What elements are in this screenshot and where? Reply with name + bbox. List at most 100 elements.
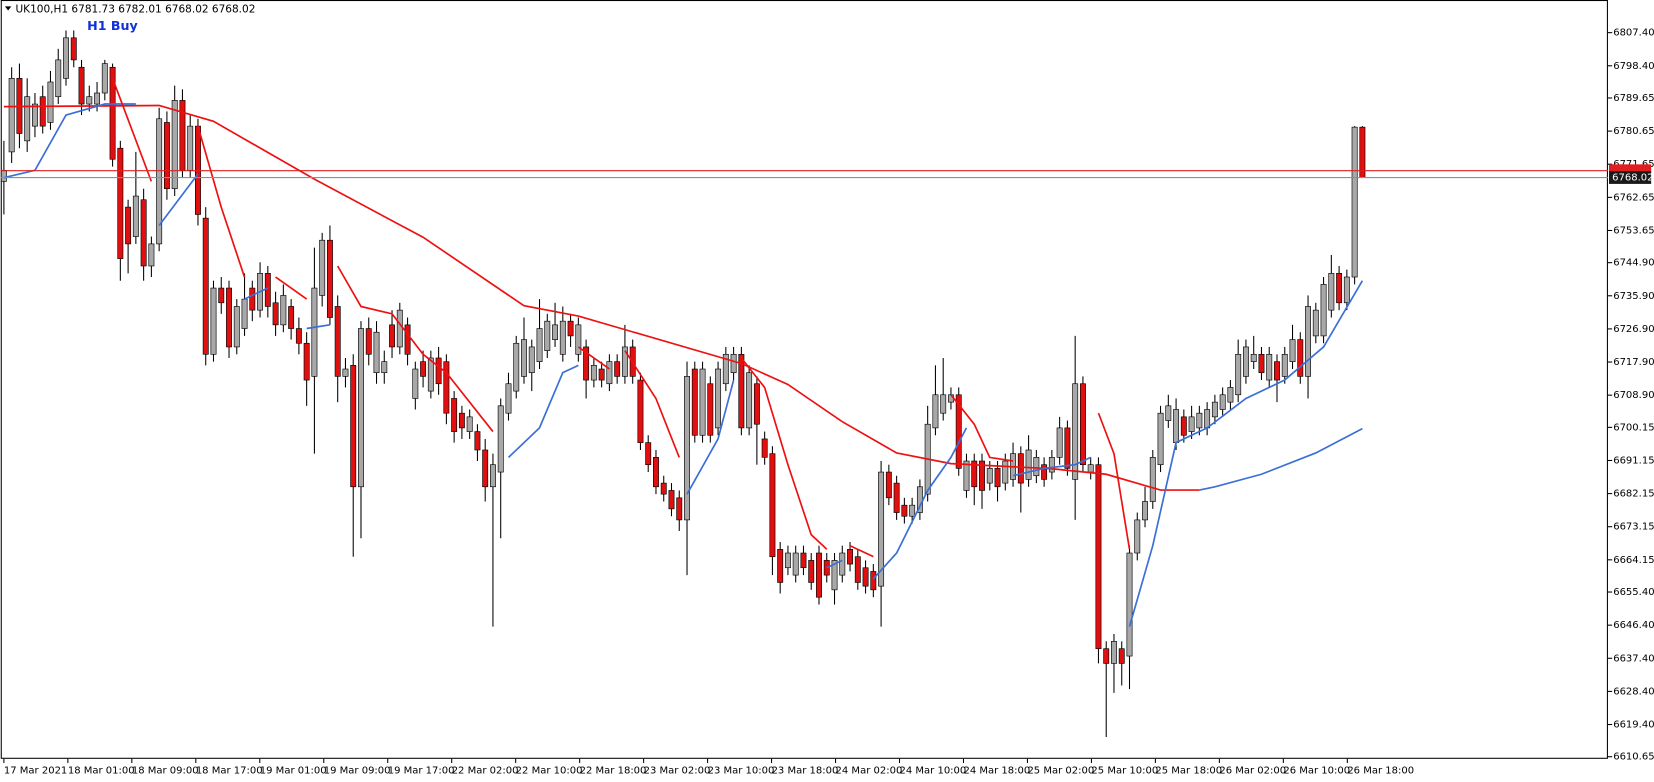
candle-body	[1002, 460, 1009, 484]
candle-body	[753, 383, 760, 425]
indicator-line	[577, 346, 610, 370]
y-tick-label: 6780.65	[1613, 126, 1654, 137]
candle-body	[722, 353, 729, 385]
candle-body	[125, 206, 132, 245]
candle-body	[614, 361, 621, 377]
candle-body	[1219, 394, 1226, 410]
candle-body	[1041, 464, 1048, 480]
y-tick-label: 6708.90	[1613, 390, 1654, 401]
candle-body	[466, 416, 473, 432]
candle-body	[552, 324, 559, 340]
candle-body	[1281, 353, 1288, 377]
candle-body	[684, 376, 690, 521]
y-tick-label: 6646.40	[1613, 620, 1654, 631]
candle-body	[412, 368, 419, 399]
candle-body	[808, 560, 815, 583]
symbol-header: UK100,H1 6781.73 6782.01 6768.02 6768.02	[15, 3, 255, 15]
candle-body	[326, 239, 333, 318]
x-tick-label: 18 Mar 01:00	[68, 765, 135, 776]
candle-body	[1072, 383, 1079, 480]
y-tick-label: 6798.40	[1613, 61, 1654, 72]
candle-body	[389, 324, 395, 348]
candle-body	[637, 379, 644, 443]
candle-body	[1289, 339, 1296, 362]
candle-body	[226, 287, 232, 348]
candle-body	[505, 383, 512, 414]
candle-body	[777, 549, 784, 583]
candle-body	[901, 504, 908, 517]
candle-body	[458, 412, 465, 429]
candle-body	[295, 328, 302, 344]
candle-body	[427, 357, 434, 392]
candle-body	[24, 96, 31, 142]
candle-body	[156, 118, 163, 245]
candle-body	[660, 482, 667, 495]
x-tick-label: 23 Mar 10:00	[708, 765, 775, 776]
candle-body	[396, 309, 403, 348]
candle-body	[140, 199, 147, 267]
candle-body	[1033, 457, 1040, 477]
candle-body	[1320, 284, 1327, 337]
candle-body	[847, 549, 853, 565]
y-tick-label: 6655.40	[1613, 587, 1654, 598]
candle-body	[451, 398, 458, 432]
y-tick-label: 6789.65	[1613, 93, 1654, 104]
candle-body	[1211, 401, 1218, 418]
candle-body	[1111, 641, 1117, 664]
candle-body	[1188, 416, 1195, 432]
candle-body	[117, 147, 124, 259]
candle-body	[218, 287, 225, 304]
candle-body	[319, 239, 326, 296]
candle-body	[373, 331, 380, 374]
candle-body	[676, 497, 683, 521]
candle-body	[1250, 353, 1257, 362]
candle-body	[668, 490, 675, 510]
candle-body	[404, 324, 411, 355]
candle-body	[1134, 519, 1141, 554]
candle-body	[707, 383, 714, 436]
candle-body	[1336, 273, 1343, 304]
candle-body	[528, 346, 535, 374]
candle-body	[55, 59, 62, 98]
candle-body	[350, 365, 357, 488]
candle-body	[497, 405, 504, 473]
indicator-line	[158, 173, 199, 227]
candle-body	[272, 302, 279, 326]
candle-body	[1142, 501, 1148, 521]
candle-body	[1025, 449, 1032, 480]
y-tick-label: 6673.15	[1613, 522, 1654, 533]
indicator-line	[336, 265, 494, 433]
y-tick-label: 6691.15	[1613, 455, 1654, 466]
x-tick-label: 22 Mar 02:00	[452, 765, 519, 776]
candle-body	[761, 438, 768, 458]
candle-body	[893, 482, 900, 513]
candle-body	[513, 342, 520, 392]
candle-body	[1351, 126, 1358, 278]
indicator-line	[826, 559, 843, 569]
candle-body	[288, 306, 295, 329]
x-tick-label: 19 Mar 09:00	[324, 765, 391, 776]
candle-body	[101, 63, 108, 94]
indicator-line	[624, 350, 681, 458]
candle-body	[746, 372, 753, 429]
x-tick-label: 19 Mar 17:00	[388, 765, 455, 776]
x-tick-label: 17 Mar 2021	[4, 765, 67, 776]
candle-body	[47, 81, 54, 123]
candle-body	[70, 37, 77, 61]
candle-body	[621, 346, 628, 377]
candle-body	[691, 368, 698, 436]
candle-body	[109, 66, 116, 160]
candle-body	[202, 217, 209, 355]
candle-body	[598, 368, 605, 381]
candle-body	[280, 295, 287, 326]
plot-frame	[0, 0, 1608, 759]
candle-body	[816, 552, 822, 598]
x-tick-label: 25 Mar 02:00	[1027, 765, 1094, 776]
candle-body	[233, 306, 240, 348]
candle-body	[163, 122, 170, 190]
candle-body	[187, 125, 194, 171]
candle-body	[1242, 346, 1249, 377]
candle-body	[148, 243, 155, 267]
indicator-line	[197, 125, 246, 278]
candle-body	[311, 287, 318, 377]
